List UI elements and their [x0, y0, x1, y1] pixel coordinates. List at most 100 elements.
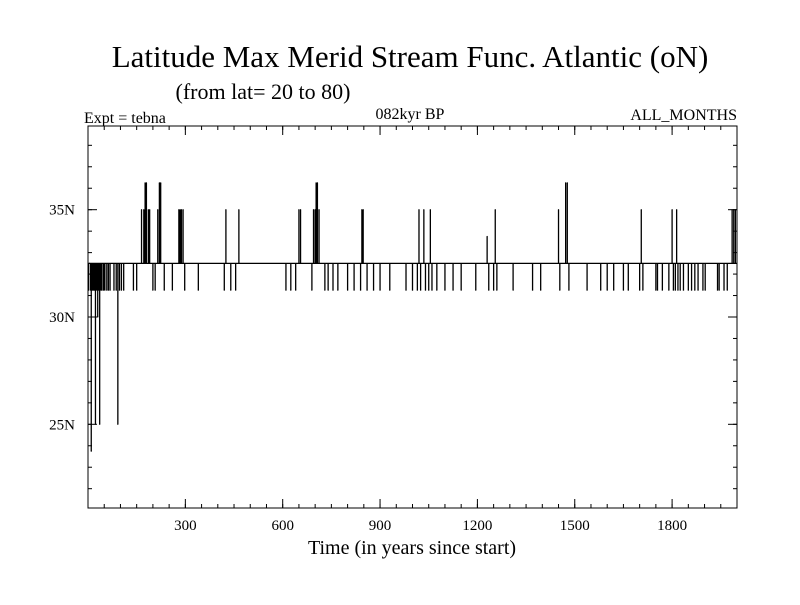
- data-point: [113, 289, 115, 291]
- data-point: [418, 209, 420, 211]
- data-point: [315, 182, 317, 184]
- data-point: [639, 289, 641, 291]
- data-point: [197, 289, 199, 291]
- data-point: [102, 289, 105, 291]
- data-point: [109, 289, 111, 291]
- data-point: [734, 209, 736, 211]
- data-point: [107, 289, 110, 291]
- data-point: [557, 209, 560, 211]
- data-point: [178, 209, 180, 211]
- data-point: [704, 289, 706, 291]
- data-point: [420, 289, 422, 291]
- minor-ticks: [88, 126, 737, 508]
- data-point: [723, 289, 725, 291]
- data-point: [718, 289, 720, 291]
- data-point: [494, 209, 496, 211]
- data-point: [642, 289, 644, 291]
- data-point: [298, 209, 300, 211]
- data-point: [424, 289, 427, 291]
- data-point: [324, 289, 326, 291]
- data-point: [733, 209, 735, 211]
- data-point: [687, 289, 689, 291]
- y-tick-label: 30N: [49, 310, 75, 326]
- x-tick-label: 1800: [657, 518, 687, 534]
- data-point: [655, 289, 657, 291]
- data-point: [568, 289, 570, 291]
- data-point: [405, 289, 407, 291]
- data-point: [359, 289, 362, 291]
- chart-subtitle: (from lat= 20 to 80): [176, 79, 351, 104]
- data-point: [327, 289, 329, 291]
- data-point: [566, 182, 568, 184]
- data-point: [677, 289, 679, 291]
- data-point: [486, 235, 488, 238]
- data-point: [118, 289, 121, 291]
- data-point: [157, 209, 159, 211]
- data-point: [656, 289, 659, 291]
- data-point: [179, 209, 181, 211]
- data-point: [238, 209, 240, 211]
- data-point: [98, 289, 100, 291]
- data-point: [423, 209, 425, 211]
- data-point: [223, 289, 225, 291]
- data-point: [180, 209, 183, 211]
- data-point: [311, 289, 313, 291]
- data-point: [154, 289, 156, 291]
- x-tick-label: 900: [369, 518, 392, 534]
- experiment-label: Expt = tebna: [84, 110, 166, 127]
- data-point: [117, 423, 119, 425]
- data-point: [353, 289, 355, 291]
- data-point: [89, 262, 91, 264]
- y-tick-label: 35N: [49, 203, 75, 219]
- data-point: [171, 289, 173, 291]
- data-point: [312, 209, 315, 211]
- data-point: [332, 289, 334, 291]
- data-point: [702, 289, 704, 291]
- x-axis-label: Time (in years since start): [308, 537, 516, 559]
- data-point: [622, 289, 625, 291]
- data-point: [182, 209, 184, 211]
- x-tick-label: 600: [271, 518, 294, 534]
- data-point: [145, 182, 148, 184]
- data-point: [431, 289, 433, 291]
- data-point: [337, 289, 339, 291]
- data-point: [94, 423, 97, 425]
- months-label: ALL_MONTHS: [630, 107, 737, 124]
- data-point: [184, 289, 186, 291]
- data-point: [140, 209, 143, 211]
- data-point: [679, 289, 681, 291]
- series-group: [88, 182, 737, 452]
- data-point: [99, 423, 101, 425]
- data-point: [96, 289, 98, 291]
- data-point: [389, 289, 391, 291]
- data-point: [672, 289, 675, 291]
- data-point: [565, 182, 567, 184]
- data-point: [613, 289, 615, 291]
- data-point: [100, 289, 102, 291]
- data-point: [444, 289, 446, 291]
- data-point: [295, 289, 297, 291]
- period-label: 082kyr BP: [376, 106, 445, 123]
- data-point: [436, 289, 438, 291]
- data-point: [540, 289, 542, 291]
- data-point: [149, 209, 151, 211]
- data-point: [460, 289, 462, 291]
- data-point: [123, 289, 125, 291]
- data-point: [90, 450, 92, 452]
- data-point: [379, 289, 381, 291]
- data-point: [120, 289, 123, 291]
- x-tick-label: 300: [174, 518, 197, 534]
- data-point: [90, 289, 92, 291]
- data-point: [230, 289, 232, 291]
- data-point: [104, 289, 106, 291]
- data-point: [152, 289, 154, 291]
- data-point: [731, 209, 733, 211]
- data-point: [600, 289, 602, 291]
- data-point: [318, 209, 320, 211]
- data-point: [661, 289, 663, 291]
- data-point: [586, 289, 588, 291]
- data-point: [101, 289, 103, 291]
- data-point: [627, 289, 629, 291]
- y-axis: 25N 30N 35N: [49, 203, 737, 433]
- data-point: [726, 289, 728, 291]
